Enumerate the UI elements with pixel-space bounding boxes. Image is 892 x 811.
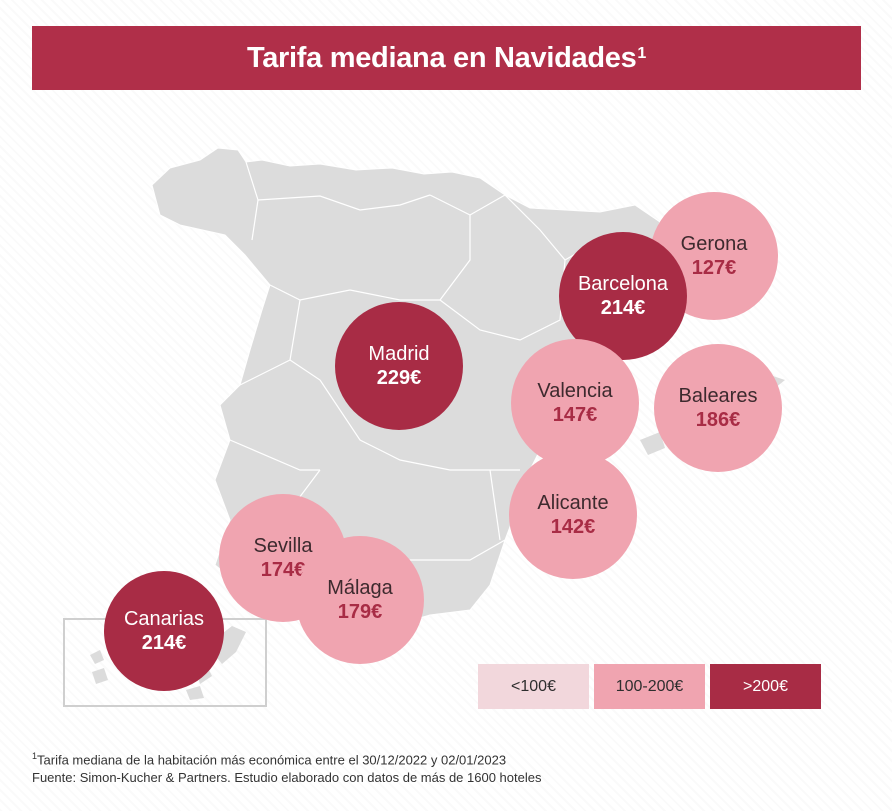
city-name: Canarias <box>123 608 205 630</box>
legend-item-mid: 100-200€ <box>594 664 705 709</box>
title-footnote-marker: 1 <box>637 45 647 62</box>
footnote-definition: 1Tarifa mediana de la habitación más eco… <box>32 751 506 767</box>
city-name: Alicante <box>537 492 609 514</box>
source-text: Fuente: Simon-Kucher & Partners. Estudio… <box>32 770 542 785</box>
city-name: Baleares <box>678 385 758 407</box>
ibiza-shape <box>640 432 665 455</box>
city-price: 186€ <box>695 409 741 431</box>
region-borders <box>229 161 601 561</box>
city-bubble-madrid: Madrid 229€ <box>335 302 463 430</box>
city-bubble-valencia: Valencia 147€ <box>511 339 639 467</box>
footnote-source: Fuente: Simon-Kucher & Partners. Estudio… <box>32 770 541 785</box>
city-bubble-alicante: Alicante 142€ <box>509 451 637 579</box>
city-name: Gerona <box>680 233 748 255</box>
title-banner: Tarifa mediana en Navidades 1 <box>32 26 861 90</box>
legend-item-high: >200€ <box>710 664 821 709</box>
city-price: 174€ <box>260 559 306 581</box>
city-price: 142€ <box>550 516 596 538</box>
legend-label: <100€ <box>511 677 556 695</box>
legend-label: 100-200€ <box>615 677 684 695</box>
city-bubble-baleares: Baleares 186€ <box>654 344 782 472</box>
city-price: 229€ <box>376 367 422 389</box>
city-price: 127€ <box>691 257 737 279</box>
city-price: 214€ <box>141 632 187 654</box>
footnote-marker: 1 <box>32 751 38 761</box>
legend-item-low: <100€ <box>478 664 589 709</box>
legend-label: >200€ <box>743 677 788 695</box>
city-name: Barcelona <box>577 273 669 295</box>
city-bubble-malaga: Málaga 179€ <box>296 536 424 664</box>
city-bubble-barcelona: Barcelona 214€ <box>559 232 687 360</box>
city-name: Sevilla <box>253 535 313 557</box>
page-title: Tarifa mediana en Navidades <box>246 41 637 74</box>
city-price: 179€ <box>337 601 383 623</box>
footnote-text: Tarifa mediana de la habitación más econ… <box>37 752 507 768</box>
city-price: 214€ <box>600 297 646 319</box>
city-bubble-canarias: Canarias 214€ <box>104 571 224 691</box>
city-price: 147€ <box>552 404 598 426</box>
city-name: Madrid <box>368 343 430 365</box>
city-name: Valencia <box>537 380 613 402</box>
city-name: Málaga <box>327 577 393 599</box>
